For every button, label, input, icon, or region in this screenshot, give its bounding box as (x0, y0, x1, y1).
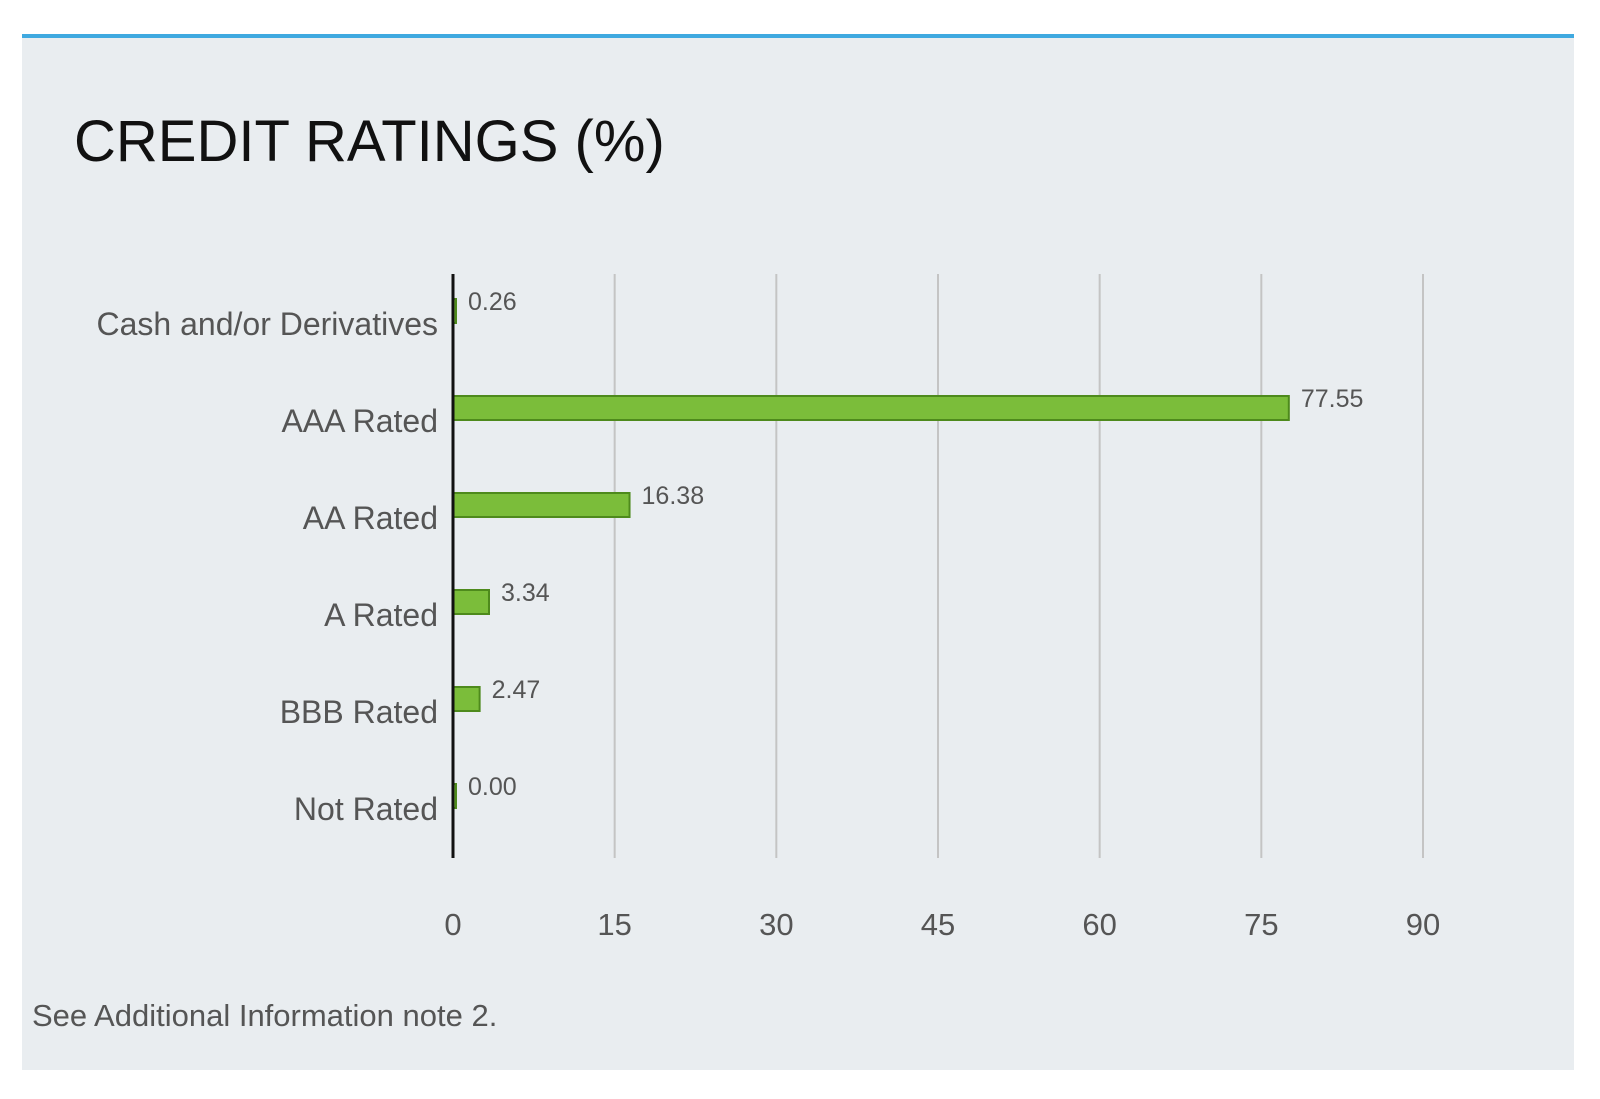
credit-ratings-chart: 0 15 30 45 60 75 90 0.26 Cash and/or Derivatives… (97, 274, 1441, 942)
gridlines (613, 274, 1424, 858)
category-label: Cash and/or Derivatives (97, 306, 438, 342)
data-label: 77.55 (1301, 385, 1364, 413)
category-label: AAA Rated (281, 403, 438, 439)
footnote: See Additional Information note 2. (32, 998, 498, 1033)
category-label: AA Rated (303, 500, 438, 536)
x-tick-label: 45 (921, 907, 955, 942)
bar-4 (452, 686, 481, 712)
chart-title: CREDIT RATINGS (%) (74, 109, 665, 174)
x-tick-label: 30 (759, 907, 793, 942)
labels: 0 15 30 45 60 75 90 0.26 Cash and/or Derivatives… (97, 288, 1441, 942)
category-label: BBB Rated (280, 694, 438, 730)
bar-3 (452, 589, 490, 615)
category-label: Not Rated (294, 791, 438, 827)
credit-ratings-panel: CREDIT RATINGS (%) 0 15 30 45 60 75 90 0.26 Cash… (22, 34, 1574, 1070)
x-tick-label: 0 (444, 907, 461, 942)
data-label: 0.26 (468, 288, 517, 316)
data-label: 2.47 (492, 676, 541, 704)
x-tick-label: 90 (1406, 907, 1440, 942)
bars (452, 298, 1290, 809)
x-tick-label: 15 (597, 907, 631, 942)
data-label: 3.34 (501, 579, 550, 607)
bar-1 (452, 395, 1290, 421)
x-tick-label: 75 (1244, 907, 1278, 942)
category-label: A Rated (324, 597, 438, 633)
data-label: 0.00 (468, 773, 517, 801)
bar-2 (452, 492, 631, 518)
x-tick-label: 60 (1082, 907, 1116, 942)
data-label: 16.38 (642, 482, 705, 510)
